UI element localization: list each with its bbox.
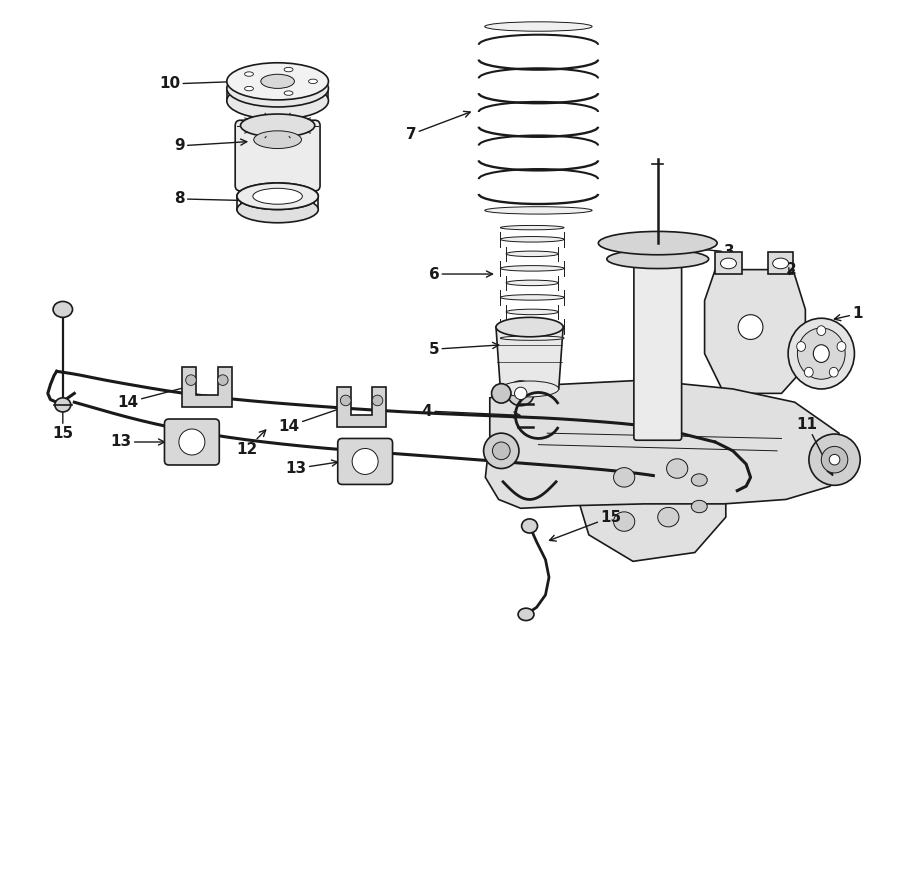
Ellipse shape [837,341,846,351]
Ellipse shape [817,325,825,335]
Ellipse shape [822,446,848,473]
Ellipse shape [506,280,558,286]
Ellipse shape [352,448,378,475]
Ellipse shape [773,258,788,269]
Text: 5: 5 [428,342,499,356]
Text: 14: 14 [118,385,192,409]
FancyBboxPatch shape [634,240,681,440]
Polygon shape [575,420,725,561]
Text: 8: 8 [175,192,247,206]
Ellipse shape [658,507,679,527]
Text: 12: 12 [236,430,266,456]
Ellipse shape [506,251,558,256]
Polygon shape [769,252,793,274]
Ellipse shape [614,512,634,531]
Ellipse shape [492,442,510,460]
Ellipse shape [491,384,511,403]
Ellipse shape [179,429,205,455]
Text: 9: 9 [175,139,247,153]
Ellipse shape [518,608,534,621]
Ellipse shape [237,183,319,210]
Ellipse shape [218,375,228,385]
Ellipse shape [721,258,736,269]
Ellipse shape [500,265,564,271]
Ellipse shape [227,70,328,107]
Ellipse shape [500,336,564,340]
Ellipse shape [598,232,717,255]
Ellipse shape [500,294,564,301]
Text: 15: 15 [550,510,621,541]
FancyBboxPatch shape [165,419,220,465]
Text: 15: 15 [52,400,74,441]
Ellipse shape [829,454,840,465]
Ellipse shape [614,468,634,487]
Text: 7: 7 [406,111,471,141]
Polygon shape [716,252,742,274]
Text: 4: 4 [422,404,520,418]
Ellipse shape [245,87,254,91]
Ellipse shape [240,114,315,137]
Ellipse shape [814,345,829,362]
Ellipse shape [788,318,854,389]
Ellipse shape [261,74,294,88]
Ellipse shape [485,207,592,214]
Text: 1: 1 [834,307,863,321]
Polygon shape [496,327,563,389]
Polygon shape [182,367,231,407]
Ellipse shape [309,79,318,83]
Ellipse shape [522,519,537,533]
Ellipse shape [809,434,860,485]
Text: 2: 2 [786,263,796,277]
Ellipse shape [691,500,707,513]
Text: 11: 11 [796,417,832,476]
Polygon shape [485,380,848,508]
Text: 14: 14 [279,406,346,433]
Ellipse shape [607,249,708,269]
Ellipse shape [506,309,558,315]
Ellipse shape [254,131,302,149]
Ellipse shape [55,398,71,412]
Ellipse shape [483,433,519,469]
Ellipse shape [373,395,382,406]
Ellipse shape [185,375,196,385]
Ellipse shape [485,22,592,31]
Ellipse shape [738,315,763,339]
Ellipse shape [797,328,845,379]
Text: 6: 6 [428,267,492,281]
Ellipse shape [667,459,688,478]
Ellipse shape [805,368,814,377]
Ellipse shape [253,188,302,204]
Ellipse shape [500,381,559,397]
Ellipse shape [53,301,73,317]
Ellipse shape [796,341,806,351]
Ellipse shape [340,395,351,406]
Ellipse shape [691,474,707,486]
Ellipse shape [245,72,254,76]
Ellipse shape [237,196,319,223]
Ellipse shape [284,91,293,95]
FancyBboxPatch shape [338,438,392,484]
Text: 3: 3 [685,245,734,259]
Ellipse shape [227,63,328,100]
Ellipse shape [284,67,293,72]
Polygon shape [705,270,806,393]
Ellipse shape [508,381,534,406]
Ellipse shape [500,225,564,230]
Ellipse shape [500,237,564,242]
Ellipse shape [515,387,526,400]
Ellipse shape [829,368,838,377]
Ellipse shape [496,317,563,337]
FancyBboxPatch shape [235,120,320,191]
Ellipse shape [500,324,564,329]
Text: 13: 13 [285,460,338,476]
Polygon shape [337,387,386,427]
Text: 10: 10 [159,77,238,91]
Ellipse shape [227,82,328,119]
Ellipse shape [237,183,319,210]
Text: 13: 13 [111,435,165,449]
